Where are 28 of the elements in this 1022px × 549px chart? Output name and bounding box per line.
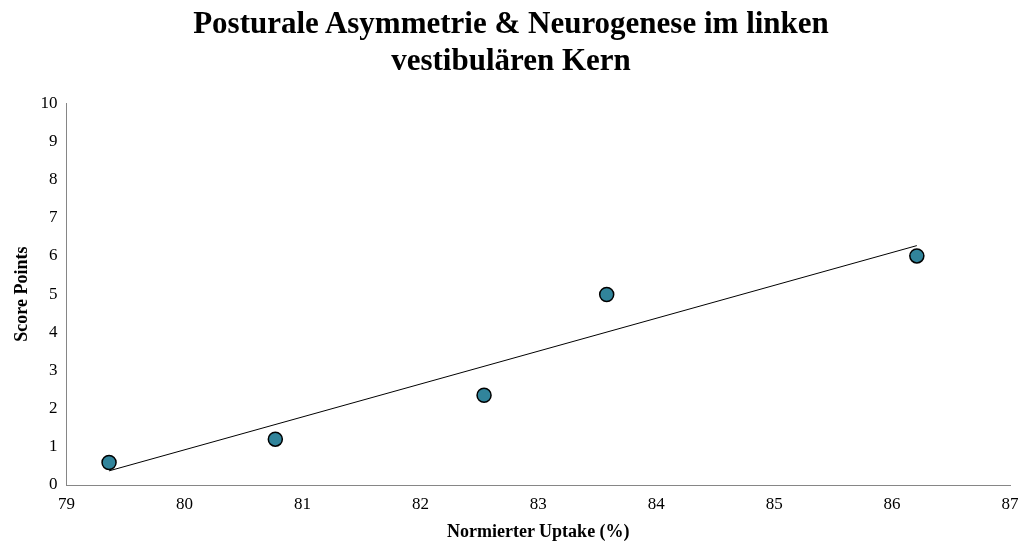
- x-tick-label: 82: [411, 493, 429, 513]
- point: [909, 248, 925, 264]
- y-tick-label: 7: [49, 207, 59, 227]
- x-tick-label: 85: [765, 493, 783, 513]
- y-tick-label: 2: [49, 398, 58, 418]
- x-tick-label: 81: [293, 493, 311, 513]
- y-tick-label: 6: [49, 245, 58, 265]
- x-tick-label: 79: [58, 493, 76, 513]
- y-axis-title: Score Points: [11, 246, 32, 342]
- y-tick-label: 9: [49, 130, 58, 150]
- y-tick-label: 0: [49, 474, 58, 494]
- x-tick-label: 83: [529, 493, 547, 513]
- y-tick-label: 5: [49, 283, 58, 303]
- x-tick-label: 84: [647, 493, 666, 513]
- x-tick-label: 87: [1001, 493, 1019, 513]
- chart-title: Posturale Asymmetrie & Neurogenese im linken vestibulären Kern: [192, 4, 830, 78]
- x-tick-label: 80: [176, 493, 194, 513]
- point: [598, 286, 615, 303]
- y-tick-label: 1: [49, 436, 58, 456]
- y-tick-label: 8: [49, 169, 58, 189]
- x-tick-label: 86: [883, 493, 901, 513]
- y-tick-label: 4: [49, 321, 59, 341]
- point: [101, 454, 117, 471]
- y-tick-label: 3: [49, 359, 58, 379]
- x-axis-title: Normierter Uptake (%): [447, 520, 630, 542]
- point: [476, 387, 492, 404]
- point: [267, 431, 284, 447]
- y-tick-label: 10: [40, 92, 58, 112]
